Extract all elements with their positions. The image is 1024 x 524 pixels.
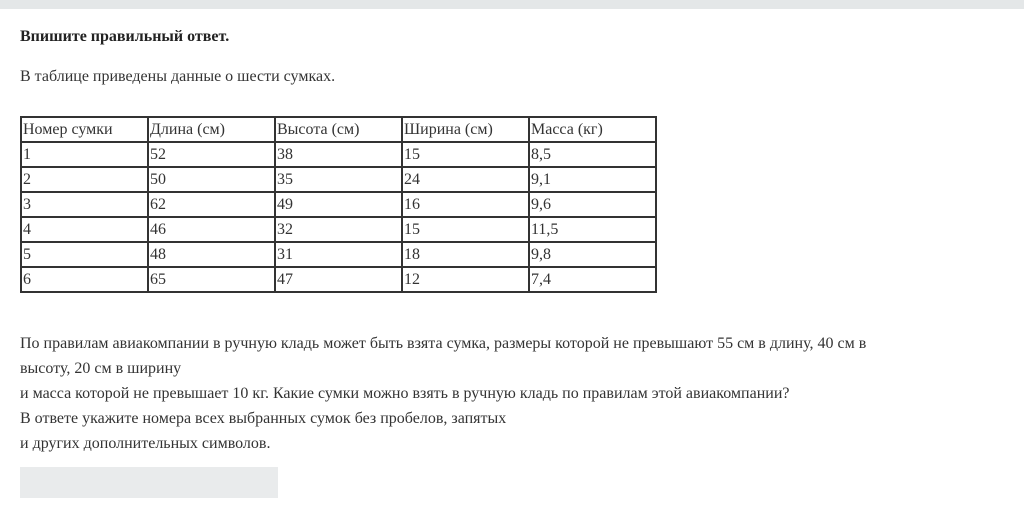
table-cell: 11,5 bbox=[528, 216, 657, 243]
task-intro: В таблице приведены данные о шести сумка… bbox=[20, 68, 336, 85]
table-row: 3 62 49 16 9,6 bbox=[20, 191, 657, 218]
table-cell: 2 bbox=[20, 166, 149, 193]
table-cell: 4 bbox=[20, 216, 149, 243]
table-cell: 52 bbox=[147, 141, 276, 168]
table-cell: 9,6 bbox=[528, 191, 657, 218]
table-cell: 18 bbox=[401, 241, 530, 268]
top-bar bbox=[0, 0, 1024, 9]
column-header: Длина (см) bbox=[147, 116, 276, 143]
table-cell: 62 bbox=[147, 191, 276, 218]
table-row: 2 50 35 24 9,1 bbox=[20, 166, 657, 193]
column-header: Номер сумки bbox=[20, 116, 149, 143]
table-row: 1 52 38 15 8,5 bbox=[20, 141, 657, 168]
table-cell: 8,5 bbox=[528, 141, 657, 168]
bags-table: Номер сумки Длина (см) Высота (см) Ширина (… bbox=[20, 116, 657, 293]
table-cell: 15 bbox=[401, 141, 530, 168]
table-cell: 65 bbox=[147, 266, 276, 293]
table-row: 4 46 32 15 11,5 bbox=[20, 216, 657, 243]
question-text: По правилам авиакомпании в ручную кладь … bbox=[20, 331, 1010, 456]
table-cell: 16 bbox=[401, 191, 530, 218]
table-cell: 15 bbox=[401, 216, 530, 243]
question-line: и масса которой не превышает 10 кг. Каки… bbox=[20, 385, 790, 402]
table-cell: 5 bbox=[20, 241, 149, 268]
table-cell: 9,8 bbox=[528, 241, 657, 268]
table-cell: 12 bbox=[401, 266, 530, 293]
column-header: Масса (кг) bbox=[528, 116, 657, 143]
table-cell: 38 bbox=[274, 141, 403, 168]
table-cell: 35 bbox=[274, 166, 403, 193]
question-line: По правилам авиакомпании в ручную кладь … bbox=[20, 335, 867, 352]
question-line: В ответе укажите номера всех выбранных с… bbox=[20, 410, 507, 427]
table-cell: 50 bbox=[147, 166, 276, 193]
question-line: высоту, 20 см в ширину bbox=[20, 360, 182, 377]
table-row: 5 48 31 18 9,8 bbox=[20, 241, 657, 268]
table-cell: 49 bbox=[274, 191, 403, 218]
table-cell: 32 bbox=[274, 216, 403, 243]
table-cell: 46 bbox=[147, 216, 276, 243]
task-title: Впишите правильный ответ. bbox=[20, 28, 230, 45]
table-cell: 24 bbox=[401, 166, 530, 193]
table-cell: 3 bbox=[20, 191, 149, 218]
column-header: Высота (см) bbox=[274, 116, 403, 143]
question-line: и других дополнительных символов. bbox=[20, 435, 271, 452]
table-row: 6 65 47 12 7,4 bbox=[20, 266, 657, 293]
table-cell: 9,1 bbox=[528, 166, 657, 193]
answer-input[interactable] bbox=[20, 467, 278, 498]
table-header-row: Номер сумки Длина (см) Высота (см) Ширина (… bbox=[20, 116, 657, 143]
column-header: Ширина (см) bbox=[401, 116, 530, 143]
table-cell: 7,4 bbox=[528, 266, 657, 293]
table-cell: 48 bbox=[147, 241, 276, 268]
table-cell: 31 bbox=[274, 241, 403, 268]
table-cell: 6 bbox=[20, 266, 149, 293]
table-cell: 47 bbox=[274, 266, 403, 293]
table-cell: 1 bbox=[20, 141, 149, 168]
